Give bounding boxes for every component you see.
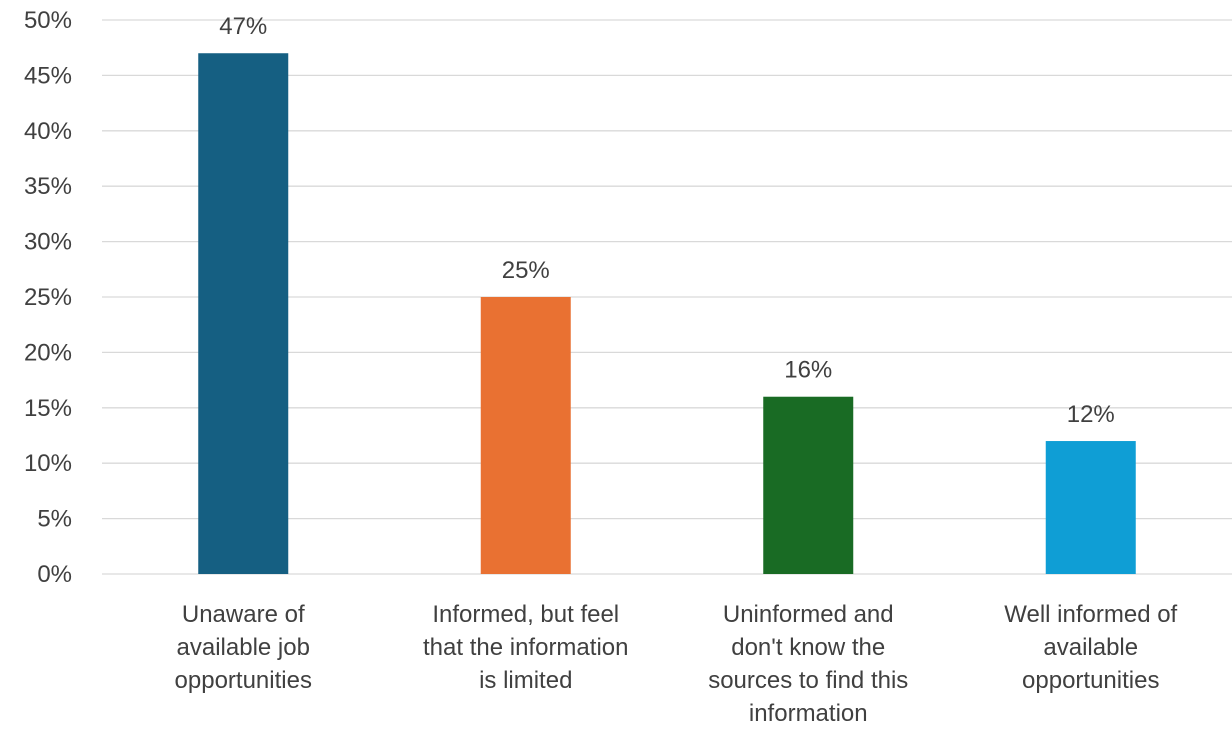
bar bbox=[1045, 441, 1136, 574]
y-tick-label: 45% bbox=[24, 62, 72, 89]
category-label-line: information bbox=[749, 700, 868, 727]
y-tick-label: 25% bbox=[24, 284, 72, 311]
y-axis-tick-labels: 0% 5% 10% 15% 20% 25% 30% 35% 40% 45% 50% bbox=[24, 7, 72, 588]
category-label-line: Uninformed and bbox=[723, 601, 894, 628]
y-tick-label: 35% bbox=[24, 173, 72, 200]
data-label: 25% bbox=[502, 257, 550, 284]
data-label: 12% bbox=[1067, 401, 1115, 428]
category-label: Uninformed and don't know the sources to f… bbox=[708, 601, 908, 727]
bars bbox=[198, 53, 1136, 575]
category-label-line: available bbox=[1043, 634, 1138, 661]
category-label: Well informed of available opportunities bbox=[1004, 601, 1177, 694]
category-label-line: sources to find this bbox=[708, 667, 908, 694]
bar bbox=[480, 297, 571, 574]
bar bbox=[763, 396, 854, 574]
category-label-line: Unaware of bbox=[182, 601, 305, 628]
y-tick-label: 20% bbox=[24, 339, 72, 366]
y-tick-label: 50% bbox=[24, 7, 72, 34]
data-label: 47% bbox=[219, 13, 267, 40]
bar bbox=[198, 53, 289, 575]
category-label-line: that the information bbox=[423, 634, 628, 661]
gridlines bbox=[102, 19, 1232, 575]
y-tick-label: 10% bbox=[24, 450, 72, 477]
data-label: 16% bbox=[784, 357, 832, 384]
y-tick-label: 15% bbox=[24, 395, 72, 422]
y-tick-label: 5% bbox=[37, 506, 72, 533]
category-label: Unaware of available job opportunities bbox=[175, 601, 312, 694]
category-label-line: is limited bbox=[479, 667, 572, 694]
data-labels: 47% 25% 16% 12% bbox=[219, 13, 1115, 428]
category-label-line: opportunities bbox=[1022, 667, 1159, 694]
category-label-line: don't know the bbox=[731, 634, 885, 661]
x-axis-category-labels: Unaware of available job opportunities Info… bbox=[175, 601, 1178, 727]
category-label-line: opportunities bbox=[175, 667, 312, 694]
category-label-line: Informed, but feel bbox=[432, 601, 619, 628]
y-tick-label: 40% bbox=[24, 118, 72, 145]
y-tick-label: 30% bbox=[24, 229, 72, 256]
category-label-line: Well informed of bbox=[1004, 601, 1177, 628]
category-label-line: available job bbox=[177, 634, 310, 661]
category-label: Informed, but feel that the information is… bbox=[423, 601, 628, 694]
y-tick-label: 0% bbox=[37, 561, 72, 588]
